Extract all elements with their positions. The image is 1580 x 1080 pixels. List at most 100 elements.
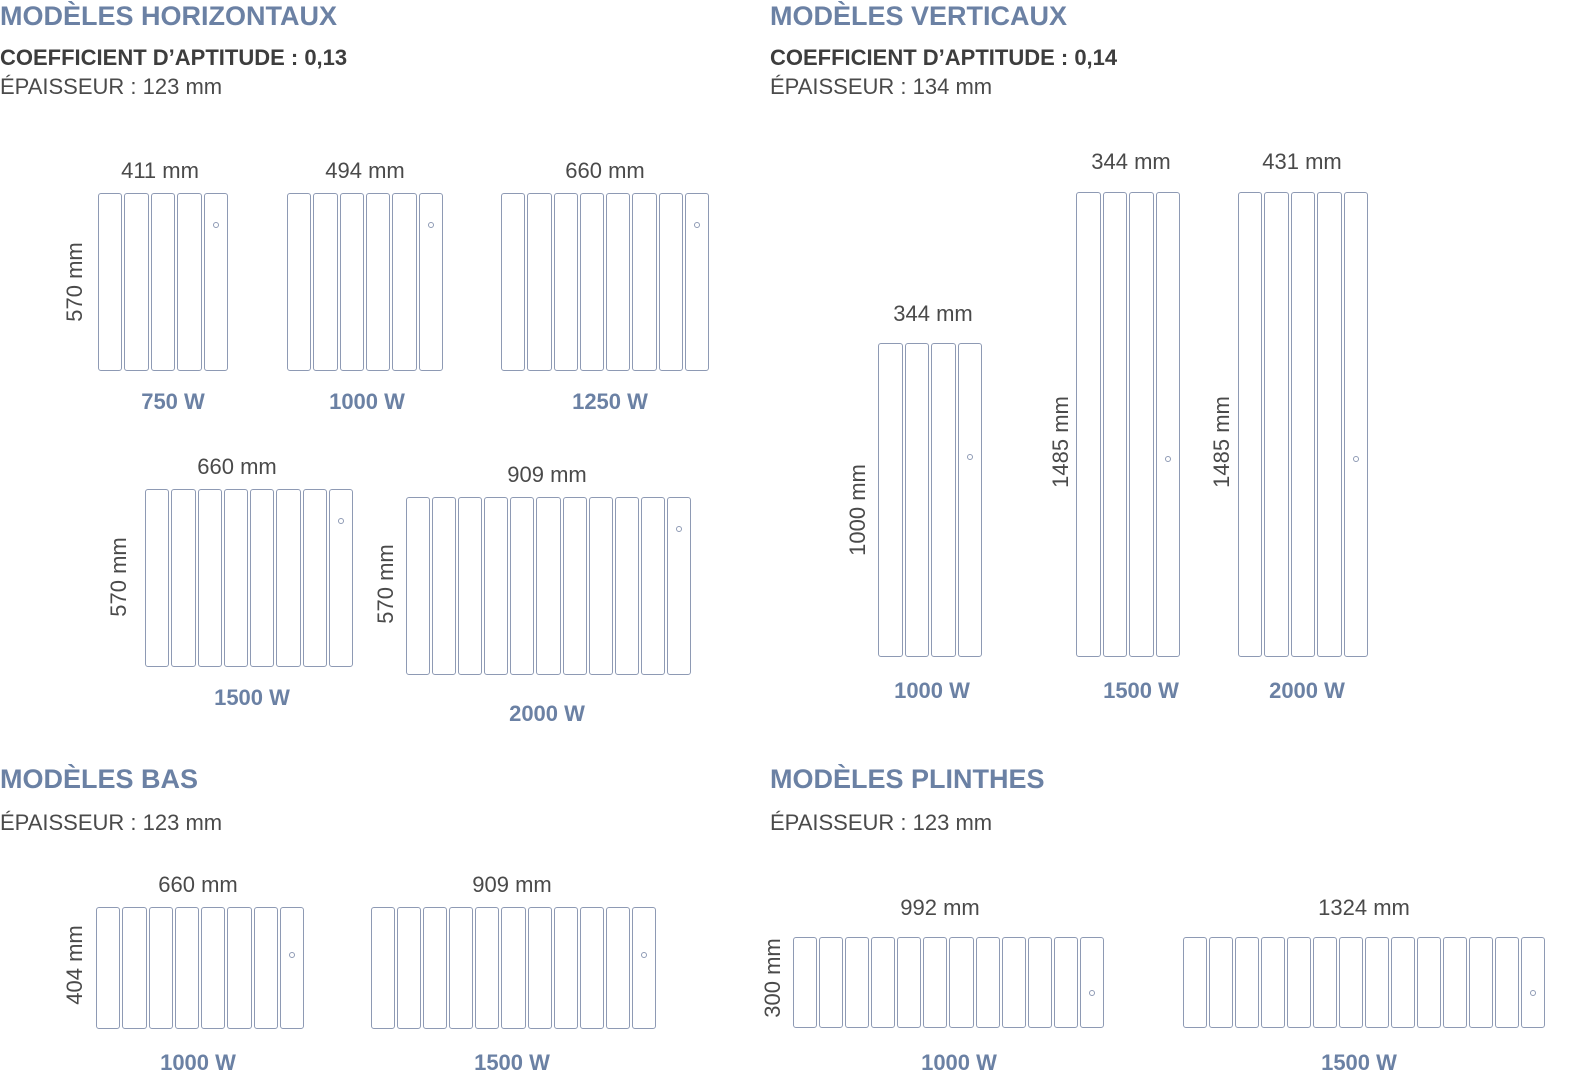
radiator-fin [897, 937, 922, 1028]
radiator-fin [449, 907, 474, 1029]
radiator-h-1250 [501, 193, 709, 371]
width-label: 909 mm [472, 872, 552, 897]
radiator-fin [1287, 937, 1311, 1028]
radiator-fin [96, 907, 121, 1029]
radiator-v-1000 [878, 343, 982, 657]
radiator-fin [406, 497, 431, 675]
height-label: 570 mm [106, 537, 131, 617]
radiator-fin [276, 489, 301, 667]
radiator-fin [475, 907, 500, 1029]
radiator-fin [1264, 192, 1289, 657]
radiator-fin [197, 489, 222, 667]
radiator-fin [287, 193, 312, 371]
radiator-fin [666, 497, 692, 675]
section-title-horizontaux: MODÈLES HORIZONTAUX [0, 1, 337, 31]
radiator-fin [1521, 937, 1545, 1028]
thermostat-knob-icon [675, 526, 682, 532]
radiator-fin [923, 937, 948, 1028]
radiator-fin [145, 489, 170, 667]
radiator-fin [1365, 937, 1389, 1028]
radiator-fin [1183, 937, 1207, 1028]
thermostat-knob-icon [288, 952, 295, 958]
radiator-fin [1261, 937, 1285, 1028]
thermostat-knob-icon [1530, 990, 1536, 996]
radiator-fin [432, 497, 457, 675]
radiator-fin [527, 907, 552, 1029]
thermostat-knob-icon [1088, 990, 1095, 996]
radiator-v-2000 [1238, 192, 1369, 657]
section-title-verticaux: MODÈLES VERTICAUX [770, 1, 1068, 31]
radiator-fin [1391, 937, 1415, 1028]
radiator-fin [553, 193, 578, 371]
radiator-fin [1076, 192, 1101, 657]
radiator-fin [640, 497, 665, 675]
radiator-fin [605, 907, 630, 1029]
thermostat-knob-icon [1352, 456, 1359, 462]
width-label: 344 mm [893, 301, 973, 326]
width-label: 660 mm [565, 158, 645, 183]
power-label: 1500 W [1321, 1050, 1397, 1075]
power-label: 1250 W [572, 389, 648, 414]
radiator-fin [392, 193, 417, 371]
radiator-fin [150, 193, 176, 371]
radiator-fin [1313, 937, 1337, 1028]
thermostat-knob-icon [427, 222, 434, 228]
height-label: 1000 mm [845, 464, 870, 556]
radiator-fin [174, 907, 199, 1029]
thickness-verticaux: ÉPAISSEUR : 134 mm [770, 74, 993, 99]
radiator-b-1500 [371, 907, 657, 1029]
radiator-fin [1290, 192, 1316, 657]
radiator-fin [1343, 192, 1369, 657]
radiator-fin [253, 907, 278, 1029]
radiator-fin [1238, 192, 1263, 657]
width-label: 1324 mm [1318, 895, 1410, 920]
radiator-fin [1317, 192, 1342, 657]
width-label: 992 mm [900, 895, 980, 920]
radiator-p-1000 [793, 937, 1104, 1028]
radiator-v-1500 [1076, 192, 1180, 657]
height-label: 570 mm [373, 544, 398, 624]
radiator-fin [1129, 192, 1154, 657]
radiator-fin [371, 907, 396, 1029]
power-label: 2000 W [509, 701, 585, 726]
thermostat-knob-icon [966, 454, 973, 460]
thermostat-knob-icon [212, 222, 219, 228]
section-title-plinthes: MODÈLES PLINTHES [770, 764, 1045, 794]
radiator-fin [1155, 192, 1180, 657]
radiator-fin [250, 489, 275, 667]
width-label: 660 mm [197, 454, 277, 479]
thickness-plinthes: ÉPAISSEUR : 123 mm [770, 810, 993, 835]
radiator-fin [458, 497, 483, 675]
thickness-horizontaux: ÉPAISSEUR : 123 mm [0, 74, 223, 99]
thermostat-knob-icon [1164, 456, 1171, 462]
height-label: 570 mm [62, 242, 87, 322]
radiator-fin [1339, 937, 1363, 1028]
power-label: 1500 W [214, 685, 290, 710]
height-label: 300 mm [760, 938, 785, 1018]
power-label: 1000 W [160, 1050, 236, 1075]
radiator-fin [684, 193, 709, 371]
radiator-fin [845, 937, 870, 1028]
radiator-fin [1102, 192, 1127, 657]
power-label: 1000 W [329, 389, 405, 414]
power-label: 1000 W [921, 1050, 997, 1075]
radiator-fin [904, 343, 929, 657]
radiator-fin [1443, 937, 1467, 1028]
radiator-h-1500 [145, 489, 353, 667]
radiator-fin [562, 497, 587, 675]
width-label: 909 mm [507, 462, 587, 487]
radiator-fin [171, 489, 196, 667]
radiator-fin [878, 343, 903, 657]
radiator-h-2000 [406, 497, 692, 675]
height-label: 404 mm [62, 925, 87, 1005]
width-label: 411 mm [121, 158, 199, 183]
radiator-fin [227, 907, 252, 1029]
radiator-fin [339, 193, 364, 371]
radiator-fin [632, 193, 657, 371]
radiator-fin [658, 193, 683, 371]
radiator-fin [302, 489, 327, 667]
radiator-fin [122, 907, 147, 1029]
power-label: 1500 W [474, 1050, 550, 1075]
radiator-fin [279, 907, 304, 1029]
radiator-fin [177, 193, 202, 371]
